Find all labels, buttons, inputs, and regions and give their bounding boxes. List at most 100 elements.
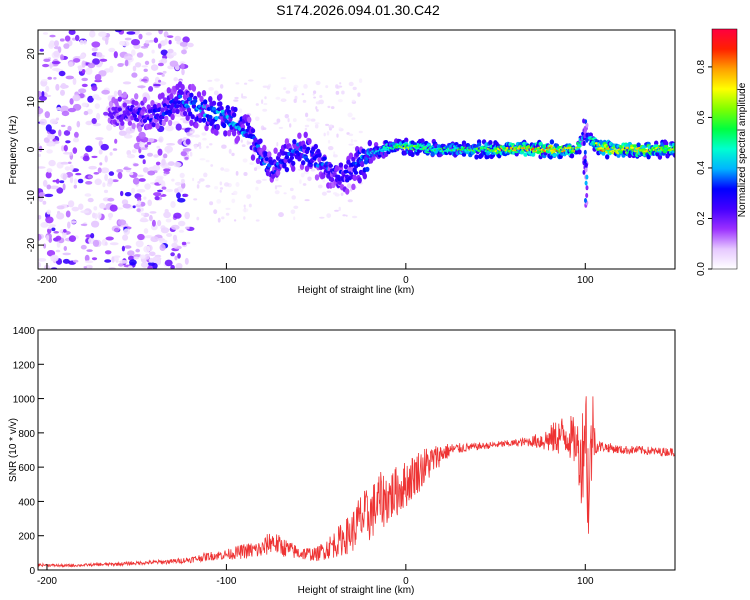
spectrogram-blob bbox=[49, 34, 56, 38]
spectrogram-ridge-mark bbox=[194, 122, 199, 129]
spectrogram-blob bbox=[104, 155, 108, 163]
spectrogram-blob bbox=[82, 40, 87, 45]
spectrogram-ridge-mark bbox=[306, 146, 311, 151]
spectrogram-blob bbox=[117, 172, 123, 179]
spectrogram-blob bbox=[72, 137, 80, 143]
spectrogram-blob bbox=[316, 109, 319, 112]
spectrogram-blob bbox=[234, 96, 239, 100]
spectrogram-blob bbox=[139, 142, 146, 148]
spectrogram-blob bbox=[81, 77, 88, 82]
spectrogram-blob bbox=[51, 61, 61, 65]
spectrogram-blob bbox=[53, 77, 57, 80]
spectrogram-ridge-mark bbox=[218, 101, 223, 107]
spectrogram-blob bbox=[171, 178, 175, 182]
spectrogram-blob bbox=[42, 200, 47, 205]
spectrogram-blob bbox=[105, 236, 114, 241]
spectrogram-blob bbox=[144, 60, 150, 65]
spectrogram-blob bbox=[104, 259, 112, 263]
spectrogram-y-tick-label: 10 bbox=[26, 96, 37, 108]
spectrogram-blob bbox=[38, 153, 42, 157]
spectrogram-blob bbox=[46, 168, 53, 173]
spectrogram-ridge-mark bbox=[284, 167, 290, 173]
snr-y-tick-label: 0 bbox=[29, 566, 35, 577]
spectrogram-blob bbox=[47, 226, 52, 230]
spectrogram-blob bbox=[348, 143, 354, 146]
spectrogram-blob bbox=[121, 245, 125, 252]
spectrogram-blob bbox=[291, 195, 297, 200]
spectrogram-x-tick-label: 0 bbox=[403, 275, 409, 286]
spectrogram-blob bbox=[180, 63, 185, 70]
spectrogram-blob bbox=[326, 213, 332, 219]
spectrogram-blob bbox=[41, 79, 48, 82]
spectrogram-blob bbox=[65, 75, 75, 80]
spectrogram-blob bbox=[158, 136, 164, 143]
spectrogram-ridge-mark bbox=[113, 98, 119, 106]
spectrogram-ridge-mark bbox=[605, 154, 610, 160]
spectrogram-blob bbox=[68, 235, 76, 243]
spectrogram-blob bbox=[274, 185, 278, 190]
spectrogram-ridge-mark bbox=[654, 140, 659, 146]
spectrogram-x-ticks: -200 -100 0 100 bbox=[37, 263, 594, 286]
spectrogram-blob bbox=[55, 178, 60, 184]
spectrogram-ridge-mark bbox=[301, 160, 306, 166]
spectrogram-blob bbox=[299, 179, 302, 185]
spectrogram-ridge-mark bbox=[657, 154, 663, 160]
spectrogram-blob bbox=[144, 253, 150, 260]
spectrogram-blob bbox=[38, 233, 42, 241]
spectrogram-blob bbox=[115, 30, 122, 33]
spectrogram-blob bbox=[192, 177, 195, 182]
spectrogram-blob bbox=[153, 37, 159, 43]
spectrogram-blob bbox=[221, 144, 227, 149]
spectrogram-ridge-mark bbox=[289, 155, 295, 160]
spectrogram-ridge-mark bbox=[664, 140, 669, 147]
spectrogram-blob bbox=[149, 251, 156, 257]
snr-x-ticks: -200 -100 0 100 bbox=[37, 564, 594, 587]
spectrogram-ridge-mark bbox=[215, 123, 220, 131]
spectrogram-ridge-mark bbox=[630, 146, 635, 149]
spectrogram-blob bbox=[327, 105, 331, 109]
spectrogram-blob bbox=[70, 220, 77, 224]
spectrogram-spike-mark bbox=[583, 158, 587, 164]
snr-y-tick-label: 400 bbox=[18, 497, 35, 508]
spectrogram-blob bbox=[306, 118, 312, 122]
spectrogram-blob bbox=[46, 209, 52, 215]
spectrogram-blob bbox=[100, 143, 109, 151]
spectrogram-blob bbox=[92, 212, 96, 219]
spectrogram-blob bbox=[357, 92, 361, 97]
spectrogram-ridge-mark bbox=[329, 177, 335, 183]
spectrogram-blob bbox=[105, 37, 109, 45]
spectrogram-ridge-mark bbox=[338, 162, 344, 168]
spectrogram-blob bbox=[238, 108, 243, 114]
spectrogram-ridge-mark bbox=[211, 106, 217, 111]
spectrogram-blob bbox=[154, 195, 160, 201]
spectrogram-blob bbox=[132, 177, 140, 185]
spectrogram-blob bbox=[160, 58, 168, 64]
spectrogram-ridge-mark bbox=[291, 165, 296, 172]
spectrogram-blob bbox=[138, 131, 146, 140]
spectrogram-blob bbox=[43, 243, 47, 249]
spectrogram-blob bbox=[152, 262, 158, 269]
spectrogram-blob bbox=[293, 98, 297, 103]
spectrogram-blob bbox=[351, 117, 356, 120]
spectrogram-ridge-mark bbox=[353, 170, 359, 175]
spectrogram-blob bbox=[38, 215, 42, 220]
spectrogram-ridge-mark bbox=[250, 154, 256, 161]
spectrogram-blob bbox=[143, 245, 151, 253]
spectrogram-ridge-mark bbox=[169, 93, 174, 100]
spectrogram-y-label: Frequency (Hz) bbox=[8, 116, 19, 185]
spectrogram-blob bbox=[84, 260, 94, 264]
spectrogram-blob bbox=[60, 124, 66, 128]
spectrogram-blob bbox=[139, 254, 146, 259]
spectrogram-blob bbox=[52, 138, 56, 142]
spectrogram-ridge-mark bbox=[170, 113, 175, 121]
spectrogram-blob bbox=[153, 192, 162, 197]
spectrogram-blob bbox=[85, 145, 93, 153]
spectrogram-ridge-mark bbox=[672, 149, 675, 152]
spectrogram-blob bbox=[82, 155, 90, 162]
spectrogram-spike-mark bbox=[585, 185, 589, 191]
spectrogram-blob bbox=[77, 178, 84, 184]
spectrogram-blob bbox=[46, 142, 55, 147]
spectrogram-blob bbox=[351, 99, 356, 103]
spectrogram-blob bbox=[43, 137, 50, 143]
spectrogram-blob bbox=[67, 221, 71, 229]
